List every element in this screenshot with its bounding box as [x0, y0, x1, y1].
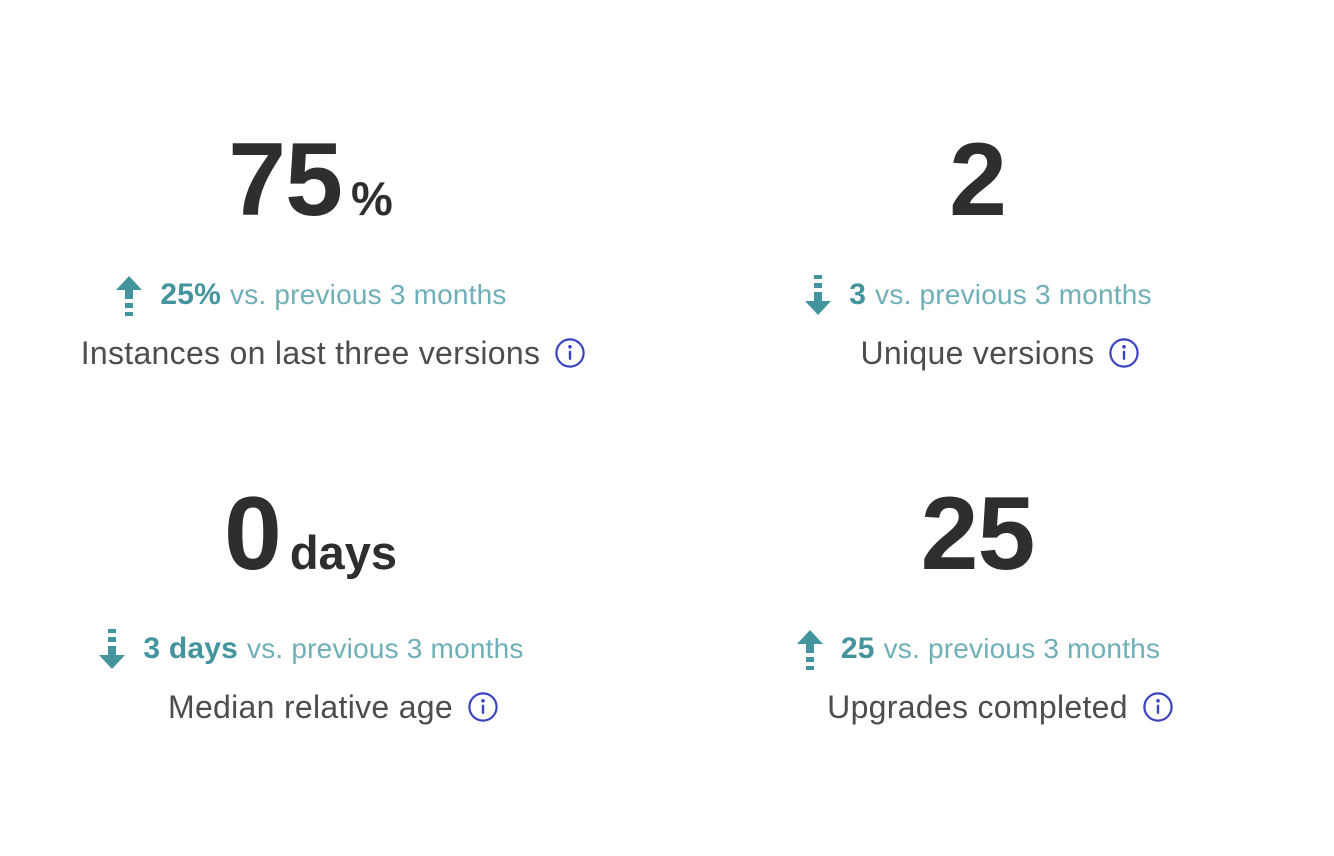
- metric-label: Upgrades completed: [827, 689, 1128, 725]
- metric-suffix: %: [350, 172, 393, 225]
- metric-number: 75: [228, 122, 343, 238]
- label-row: Median relative age: [168, 688, 498, 726]
- trend-row: 25 vs. previous 3 months: [795, 629, 1161, 670]
- trend-delta: 3: [849, 278, 867, 311]
- metric-card-median-relative-age: 0 days 3 days vs. previous 3 months Media…: [0, 482, 667, 726]
- trend-row: 25% vs. previous 3 months: [114, 275, 507, 316]
- metric-suffix: days: [289, 526, 397, 579]
- trend-comparison: vs. previous 3 months: [247, 633, 524, 664]
- info-icon[interactable]: [467, 691, 499, 723]
- metric-value: 25: [921, 482, 1036, 617]
- trend-up-icon: [114, 275, 144, 316]
- trend-row: 3 days vs. previous 3 months: [97, 628, 524, 670]
- metric-card-upgrades-completed: 25 25 vs. previous 3 months Upgrades com…: [667, 482, 1334, 726]
- trend-delta: 25%: [160, 278, 222, 311]
- info-icon[interactable]: [1142, 691, 1174, 723]
- trend-comparison: vs. previous 3 months: [883, 633, 1161, 664]
- label-row: Unique versions: [860, 334, 1140, 372]
- metric-number: 25: [920, 476, 1036, 592]
- metric-card-unique-versions: 2 3 vs. previous 3 months Unique version…: [667, 128, 1334, 372]
- trend-row: 3 vs. previous 3 months: [803, 274, 1152, 316]
- metric-card-instances-on-last-three-versions: 75% 25% vs. previous 3 months Instances …: [0, 128, 667, 372]
- info-icon[interactable]: [554, 337, 586, 369]
- trend-comparison: vs. previous 3 months: [230, 279, 507, 310]
- label-row: Instances on last three versions: [80, 334, 586, 372]
- metric-label: Instances on last three versions: [80, 335, 541, 371]
- trend-delta: 3 days: [143, 632, 239, 665]
- trend-down-icon: [97, 628, 127, 670]
- trend-up-icon: [795, 629, 825, 670]
- trend-delta: 25: [840, 632, 875, 665]
- metric-value: 0 days: [224, 482, 397, 617]
- label-row: Upgrades completed: [827, 688, 1173, 726]
- trend-down-icon: [803, 274, 833, 316]
- info-icon[interactable]: [1108, 337, 1140, 369]
- metric-label: Median relative age: [168, 689, 453, 725]
- metric-value: 2: [949, 128, 1007, 263]
- metric-value: 75%: [228, 128, 392, 263]
- metric-number: 2: [949, 122, 1007, 238]
- metric-label: Unique versions: [860, 335, 1095, 371]
- metric-number: 0: [224, 476, 282, 592]
- trend-comparison: vs. previous 3 months: [875, 279, 1152, 310]
